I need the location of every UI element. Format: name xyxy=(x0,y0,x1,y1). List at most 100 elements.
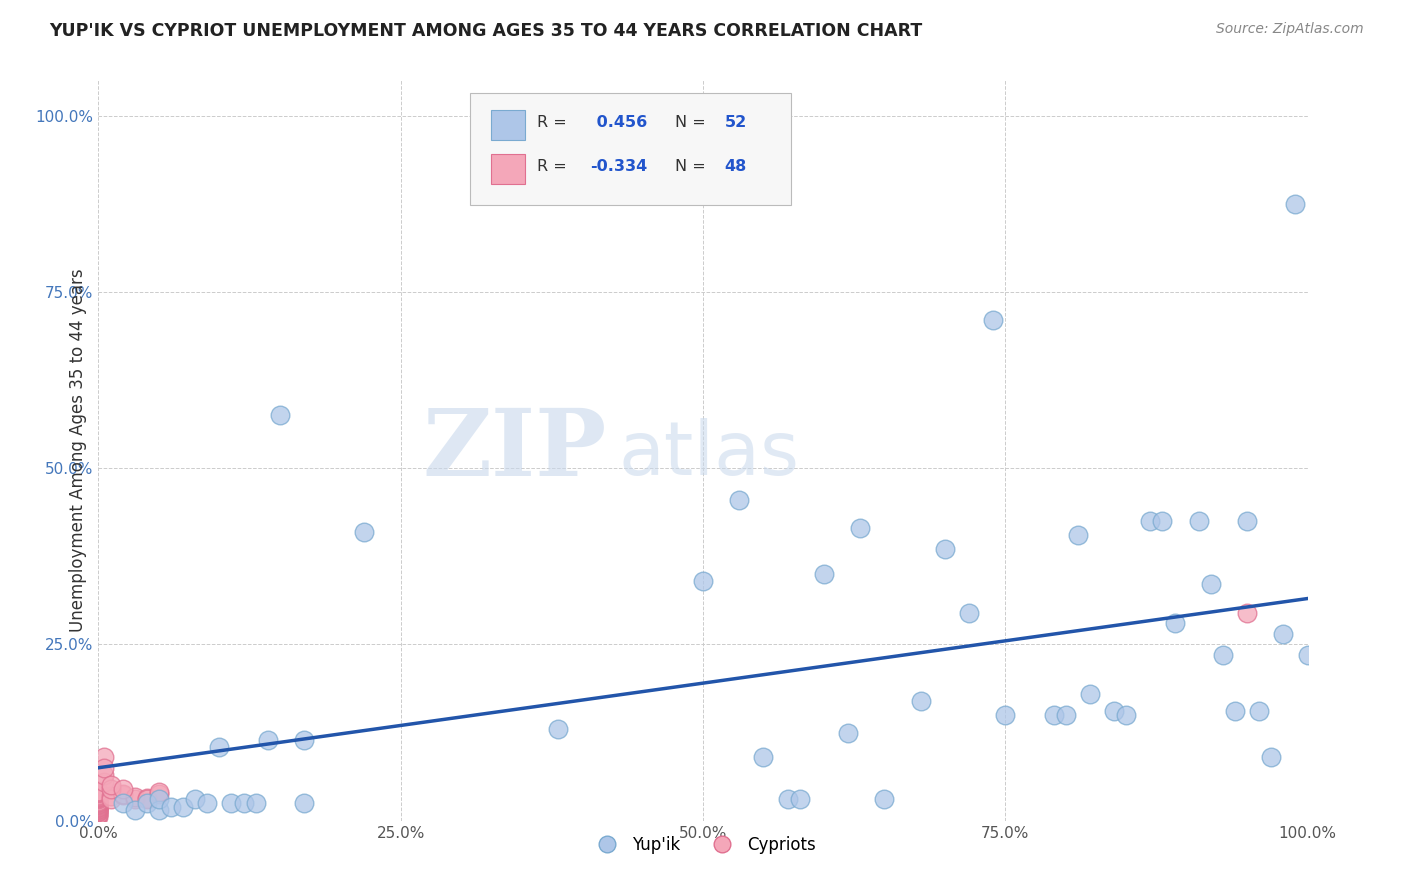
Text: atlas: atlas xyxy=(619,417,800,491)
Point xyxy=(873,792,896,806)
Point xyxy=(87,795,110,809)
Text: N =: N = xyxy=(675,160,711,175)
Point xyxy=(135,796,157,810)
Point xyxy=(994,707,1017,722)
Point xyxy=(160,799,183,814)
Text: Source: ZipAtlas.com: Source: ZipAtlas.com xyxy=(1216,22,1364,37)
Text: ZIP: ZIP xyxy=(422,406,606,495)
Point xyxy=(87,805,110,819)
Point xyxy=(910,694,932,708)
Point xyxy=(837,725,859,739)
Point xyxy=(172,799,194,814)
Point xyxy=(813,566,835,581)
Point xyxy=(87,808,110,822)
Point xyxy=(1212,648,1234,662)
Point xyxy=(1223,704,1246,718)
Point xyxy=(111,789,134,803)
Point xyxy=(1139,514,1161,528)
Point xyxy=(184,792,207,806)
Point xyxy=(87,810,110,824)
Point xyxy=(148,787,170,801)
Point xyxy=(292,732,315,747)
Point xyxy=(148,792,170,806)
Point xyxy=(87,797,110,811)
Point xyxy=(100,781,122,796)
Text: N =: N = xyxy=(675,115,711,130)
Point xyxy=(87,802,110,816)
Point xyxy=(87,797,110,812)
Point xyxy=(87,789,110,803)
Point xyxy=(87,806,110,821)
Point xyxy=(87,792,110,806)
Point xyxy=(87,790,110,805)
Point xyxy=(1236,514,1258,528)
Point xyxy=(87,802,110,816)
Text: 0.456: 0.456 xyxy=(591,115,647,130)
Text: 52: 52 xyxy=(724,115,747,130)
Point xyxy=(292,796,315,810)
Point xyxy=(934,542,956,557)
Text: 48: 48 xyxy=(724,160,747,175)
Bar xyxy=(492,154,526,184)
Point xyxy=(221,796,243,810)
Point xyxy=(87,800,110,814)
Point xyxy=(87,806,110,821)
Point xyxy=(87,798,110,813)
Point xyxy=(111,787,134,801)
Point xyxy=(1296,648,1319,662)
Point xyxy=(124,789,146,804)
Point xyxy=(100,789,122,803)
Point xyxy=(1163,616,1185,631)
Point xyxy=(776,792,799,806)
Point xyxy=(1272,627,1295,641)
Point xyxy=(100,778,122,792)
Point xyxy=(1054,707,1077,722)
FancyBboxPatch shape xyxy=(470,93,792,204)
Legend: Yup'ik, Cypriots: Yup'ik, Cypriots xyxy=(583,829,823,861)
Point xyxy=(752,750,775,764)
Point xyxy=(87,788,110,802)
Point xyxy=(87,805,110,820)
Point xyxy=(124,803,146,817)
Point xyxy=(1152,514,1174,528)
Text: YUP'IK VS CYPRIOT UNEMPLOYMENT AMONG AGES 35 TO 44 YEARS CORRELATION CHART: YUP'IK VS CYPRIOT UNEMPLOYMENT AMONG AGE… xyxy=(49,22,922,40)
Point xyxy=(87,799,110,814)
Point xyxy=(269,408,291,422)
Point xyxy=(135,792,157,806)
Point xyxy=(1042,707,1064,722)
Point xyxy=(1067,528,1090,542)
Point xyxy=(87,794,110,808)
Point xyxy=(87,784,110,798)
Point xyxy=(87,798,110,813)
Point xyxy=(547,722,569,736)
Point xyxy=(148,803,170,817)
Point xyxy=(93,761,115,775)
Point xyxy=(232,796,254,810)
Point xyxy=(1236,606,1258,620)
Point xyxy=(1260,750,1282,764)
Point xyxy=(111,796,134,810)
Point xyxy=(87,791,110,805)
Point xyxy=(1115,707,1137,722)
Point xyxy=(692,574,714,588)
Y-axis label: Unemployment Among Ages 35 to 44 years: Unemployment Among Ages 35 to 44 years xyxy=(69,268,87,632)
Point xyxy=(1249,704,1271,718)
Point xyxy=(1284,196,1306,211)
Point xyxy=(87,789,110,804)
Point xyxy=(87,803,110,817)
Text: -0.334: -0.334 xyxy=(591,160,648,175)
Point xyxy=(957,606,980,620)
Bar xyxy=(492,110,526,139)
Point xyxy=(981,313,1004,327)
Point xyxy=(789,792,811,806)
Point xyxy=(93,750,115,764)
Point xyxy=(256,732,278,747)
Point xyxy=(87,801,110,815)
Point xyxy=(111,781,134,796)
Point xyxy=(148,785,170,799)
Point xyxy=(1078,687,1101,701)
Point xyxy=(87,796,110,810)
Point xyxy=(849,521,872,535)
Point xyxy=(728,492,751,507)
Point xyxy=(93,775,115,789)
